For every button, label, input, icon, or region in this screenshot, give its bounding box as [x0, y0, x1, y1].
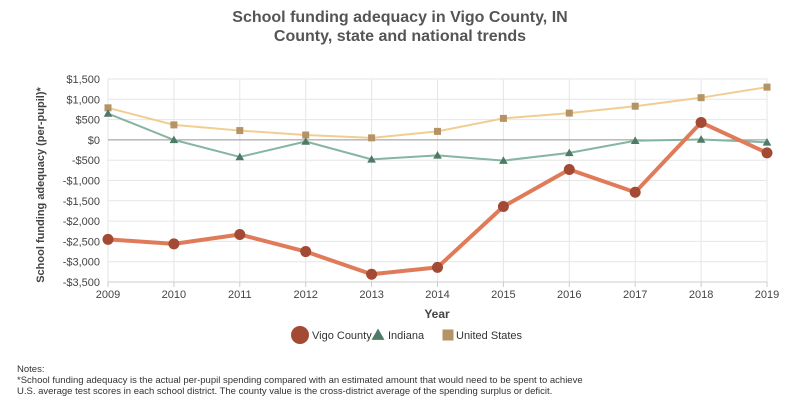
- x-tick-label: 2018: [689, 289, 713, 301]
- series-group: [102, 83, 773, 280]
- legend-label-vigo-county: Vigo County: [312, 330, 372, 342]
- data-point-united-states: [434, 127, 441, 135]
- y-tick-label: -$1,000: [63, 176, 100, 188]
- data-point-united-states: [170, 121, 178, 129]
- x-tick-label: 2019: [755, 289, 779, 301]
- legend-marker-united-states: [442, 329, 454, 341]
- x-tick-label: 2011: [228, 289, 252, 301]
- data-point-vigo-county: [761, 147, 773, 159]
- legend: Vigo County Indiana United States: [291, 326, 523, 344]
- x-axis-label: Year: [424, 307, 450, 321]
- y-tick-label: -$3,000: [63, 257, 100, 269]
- data-point-indiana: [169, 135, 179, 144]
- data-point-vigo-county: [497, 200, 509, 212]
- data-point-indiana: [762, 138, 772, 146]
- y-tick-label: -$500: [72, 155, 100, 167]
- data-point-united-states: [631, 102, 639, 110]
- notes-line-2: U.S. average test scores in each school …: [17, 386, 553, 397]
- data-point-united-states: [763, 83, 771, 91]
- data-point-vigo-county: [234, 228, 246, 240]
- x-tick-label: 2014: [425, 289, 449, 301]
- legend-marker-vigo-county: [291, 326, 309, 344]
- notes-heading: Notes:: [17, 364, 45, 375]
- y-axis-label: School funding adequacy (per-pupil)*: [35, 87, 47, 283]
- legend-marker-indiana: [371, 328, 385, 340]
- y-tick-label: -$2,500: [63, 236, 100, 248]
- y-tick-label: $500: [76, 115, 100, 127]
- data-point-indiana: [235, 152, 245, 161]
- data-point-vigo-county: [432, 261, 443, 273]
- x-tick-label: 2010: [162, 289, 186, 301]
- data-point-indiana: [499, 156, 508, 164]
- chart-title: School funding adequacy in Vigo County, …: [232, 9, 568, 26]
- data-point-vigo-county: [168, 238, 180, 250]
- x-tick-label: 2012: [293, 289, 317, 301]
- y-tick-label: -$1,500: [63, 196, 100, 208]
- x-tick-label: 2009: [96, 289, 120, 301]
- data-point-vigo-county: [563, 164, 575, 176]
- data-point-indiana: [367, 155, 376, 163]
- x-tick-label: 2016: [557, 289, 581, 301]
- y-tick-label: -$2,000: [63, 216, 100, 228]
- data-point-vigo-county: [366, 268, 378, 280]
- data-point-indiana: [103, 109, 113, 117]
- data-point-vigo-county: [102, 233, 114, 245]
- x-tick-label: 2013: [359, 289, 383, 301]
- data-point-vigo-county: [300, 246, 312, 258]
- data-point-indiana: [564, 148, 574, 157]
- data-point-united-states: [565, 109, 573, 117]
- legend-label-united-states: United States: [456, 330, 523, 342]
- data-point-united-states: [104, 104, 112, 112]
- data-point-indiana: [433, 151, 442, 159]
- x-axis-ticks: 2009 2010 2011 2012 2013 2014 2015 2016 2017 2018…: [96, 282, 779, 301]
- data-point-united-states: [697, 94, 705, 102]
- data-point-united-states: [499, 114, 507, 122]
- y-tick-label: -$3,500: [63, 277, 100, 289]
- notes: Notes: *School funding adequacy is the a…: [17, 364, 787, 397]
- data-point-united-states: [302, 131, 310, 139]
- data-point-indiana: [696, 135, 706, 143]
- y-tick-label: $0: [88, 135, 100, 147]
- series-vigo-county: [102, 116, 773, 280]
- x-tick-label: 2015: [491, 289, 515, 301]
- y-tick-label: $1,000: [66, 94, 100, 106]
- y-tick-label: $1,500: [66, 74, 100, 86]
- grid-lines: [107, 78, 768, 283]
- line-chart: $1,500 $1,000 $500 $0 -$500 -$1,000 -$1,500 -$2…: [35, 74, 779, 344]
- series-indiana: [103, 109, 772, 164]
- legend-label-indiana: Indiana: [388, 330, 425, 342]
- data-point-united-states: [236, 127, 244, 135]
- data-point-indiana: [630, 136, 640, 144]
- x-tick-label: 2017: [623, 289, 647, 301]
- data-point-united-states: [368, 134, 376, 142]
- data-point-indiana: [301, 137, 311, 145]
- chart-subtitle: County, state and national trends: [273, 28, 527, 45]
- y-axis-ticks: $1,500 $1,000 $500 $0 -$500 -$1,000 -$1,500 -$2…: [63, 74, 100, 289]
- data-point-vigo-county: [695, 116, 707, 128]
- notes-line-1: *School funding adequacy is the actual p…: [17, 375, 583, 386]
- series-united-states: [104, 83, 771, 142]
- data-point-vigo-county: [629, 186, 641, 198]
